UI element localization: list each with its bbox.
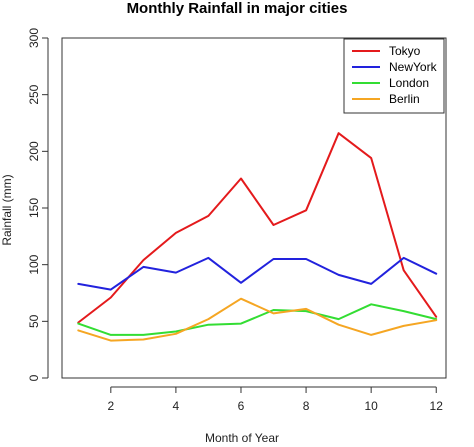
legend-label: NewYork	[389, 60, 438, 74]
chart-title: Monthly Rainfall in major cities	[127, 0, 348, 17]
x-tick-label: 12	[430, 399, 444, 413]
y-tick-label: 100	[27, 254, 41, 274]
x-tick-label: 2	[107, 399, 114, 413]
series-line-berlin	[77, 297, 438, 342]
series-line-london	[77, 303, 438, 336]
x-axis-label: Month of Year	[205, 431, 279, 445]
series-line-tokyo	[77, 132, 438, 324]
x-tick-label: 6	[238, 399, 245, 413]
plot-frame	[61, 37, 447, 379]
legend-label: Tokyo	[389, 44, 421, 58]
y-tick-label: 150	[27, 198, 41, 218]
series-line-newyork	[77, 256, 438, 291]
legend-label: Berlin	[389, 92, 420, 106]
legend-label: London	[389, 76, 429, 90]
series-lines	[77, 132, 438, 342]
y-tick-label: 250	[27, 84, 41, 104]
y-tick-label: 50	[27, 314, 41, 328]
y-tick-label: 0	[27, 374, 41, 381]
x-tick-label: 10	[364, 399, 378, 413]
y-tick-label: 200	[27, 141, 41, 161]
axes: 0 50 100 150 200 250 300 2 4 6 8 10 12	[27, 28, 443, 413]
x-tick-label: 4	[173, 399, 180, 413]
y-tick-label: 300	[27, 28, 41, 48]
legend: Tokyo NewYork London Berlin	[343, 38, 445, 114]
x-tick-label: 8	[303, 399, 310, 413]
y-axis-label: Rainfall (mm)	[0, 174, 14, 245]
plot-border	[61, 37, 447, 379]
